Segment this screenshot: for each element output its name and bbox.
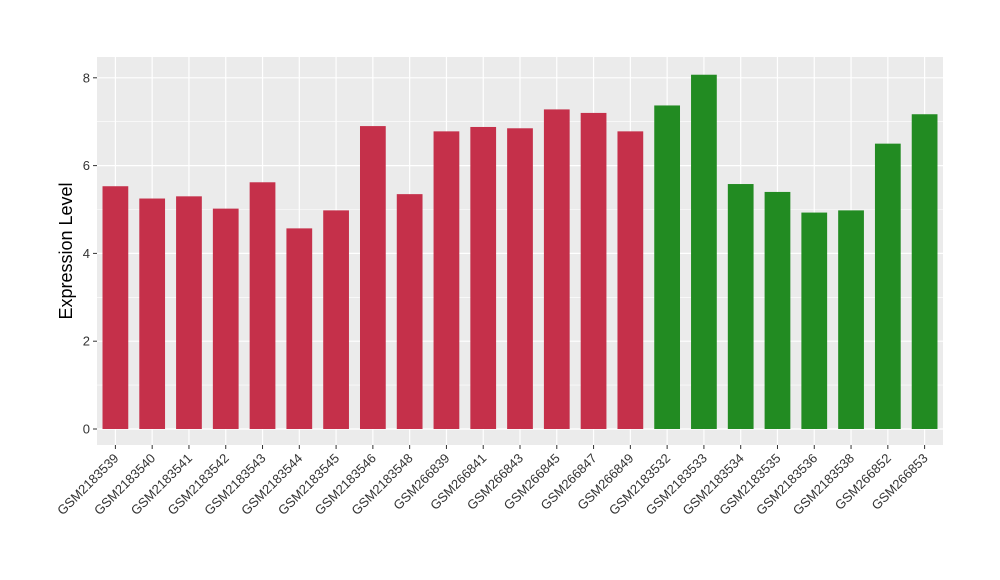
- bar-GSM2183538: [838, 210, 864, 429]
- y-tick-label: 4: [83, 246, 90, 261]
- bar-GSM2183536: [801, 212, 828, 429]
- bar-GSM266839: [433, 131, 460, 429]
- bar-GSM2183539: [102, 186, 129, 429]
- bar-GSM2183534: [727, 184, 754, 429]
- y-axis: 0 2 4 6 8: [83, 70, 97, 437]
- y-axis-title: Expression Level: [56, 182, 76, 319]
- bar-GSM266845: [543, 109, 570, 430]
- y-tick-label: 8: [83, 70, 90, 85]
- bar-GSM2183542: [212, 208, 239, 429]
- bar-GSM2183544: [286, 228, 313, 429]
- bar-GSM2183540: [139, 198, 166, 429]
- bar-GSM2183543: [249, 182, 276, 429]
- y-tick-label: 2: [83, 334, 90, 349]
- bar-GSM2183532: [654, 105, 681, 429]
- bar-GSM266841: [470, 126, 497, 429]
- bar-GSM266853: [911, 114, 938, 429]
- bars: [102, 74, 938, 430]
- x-axis: GSM2183539GSM2183540GSM2183541GSM2183542…: [54, 445, 931, 518]
- bar-GSM266843: [507, 128, 533, 429]
- y-tick-label: 0: [83, 422, 90, 437]
- bar-GSM2183535: [764, 191, 791, 429]
- y-tick-label: 6: [83, 158, 90, 173]
- bar-GSM2183541: [176, 196, 202, 429]
- bar-GSM2183533: [691, 74, 717, 430]
- bar-GSM266849: [617, 131, 644, 429]
- bar-GSM2183548: [396, 194, 423, 429]
- bar-GSM266852: [874, 143, 901, 429]
- bar-GSM2183545: [323, 210, 349, 429]
- bar-GSM266847: [580, 112, 607, 430]
- bar-GSM2183546: [359, 126, 386, 429]
